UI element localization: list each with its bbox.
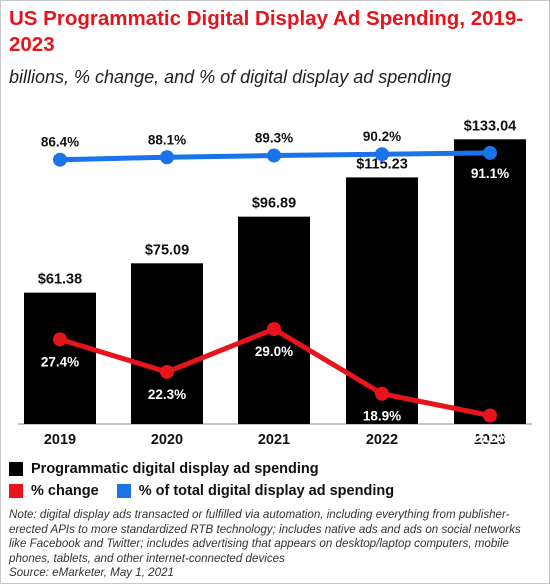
point-pct-change-2023 [483, 408, 497, 423]
x-tick-label-2022: 2022 [366, 432, 398, 448]
bar-2021 [238, 216, 310, 424]
data-label-pct-change-2023: 15.5% [471, 431, 509, 446]
chart-source: Source: eMarketer, May 1, 2021 [9, 566, 174, 579]
bar-2023 [454, 139, 526, 424]
data-label-pct-total-2023: 91.1% [471, 166, 509, 181]
bar-2022 [346, 177, 418, 424]
data-label-pct-change-2022: 18.9% [363, 409, 401, 424]
bar-value-label-2019: $61.38 [38, 272, 82, 288]
data-label-pct-total-2019: 86.4% [41, 135, 79, 150]
chart-subtitle: billions, % change, and % of digital dis… [9, 67, 452, 87]
chart-note: Note: digital display ads transacted or … [9, 508, 521, 565]
data-label-pct-total-2020: 88.1% [148, 132, 186, 147]
legend-label-spending: Programmatic digital display ad spending [31, 461, 319, 477]
bar-value-label-2023: $133.04 [464, 118, 516, 134]
bar-value-label-2021: $96.89 [252, 196, 296, 212]
legend-item-pct-change: % change [9, 483, 99, 499]
x-tick-label-2021: 2021 [258, 432, 290, 448]
point-pct-total-2023 [483, 145, 497, 160]
chart-title: US Programmatic Digital Display Ad Spend… [9, 7, 524, 56]
legend-swatch-pct-change [9, 484, 23, 498]
bar-value-label-2020: $75.09 [145, 242, 189, 258]
point-pct-total-2021 [267, 148, 281, 163]
chart-legend: Programmatic digital display ad spending… [9, 458, 539, 502]
data-label-pct-change-2019: 27.4% [41, 354, 79, 369]
x-tick-label-2020: 2020 [151, 432, 183, 448]
x-tick-label-2023: 2023 [474, 432, 506, 448]
point-pct-change-2020 [160, 364, 174, 379]
data-label-pct-total-2022: 90.2% [363, 129, 401, 144]
legend-label-pct-change: % change [31, 483, 99, 499]
legend-label-pct-total: % of total digital display ad spending [138, 483, 395, 499]
legend-item-spending: Programmatic digital display ad spending [9, 461, 319, 477]
point-pct-change-2021 [267, 322, 281, 337]
point-pct-total-2020 [160, 150, 174, 165]
bar-2019 [24, 292, 96, 424]
data-label-pct-change-2021: 29.0% [255, 344, 293, 359]
data-label-pct-change-2020: 22.3% [148, 387, 186, 402]
point-pct-total-2022 [375, 147, 389, 162]
bar-value-label-2022: $115.23 [356, 156, 408, 172]
legend-swatch-spending [9, 462, 23, 476]
point-pct-total-2019 [53, 152, 67, 167]
data-label-pct-total-2021: 89.3% [255, 131, 293, 146]
legend-item-pct-total: % of total digital display ad spending [116, 483, 395, 499]
point-pct-change-2019 [53, 332, 67, 347]
bar-2020 [131, 263, 203, 424]
point-pct-change-2022 [375, 386, 389, 401]
legend-swatch-pct-total [116, 484, 131, 498]
x-tick-label-2019: 2019 [44, 432, 76, 448]
